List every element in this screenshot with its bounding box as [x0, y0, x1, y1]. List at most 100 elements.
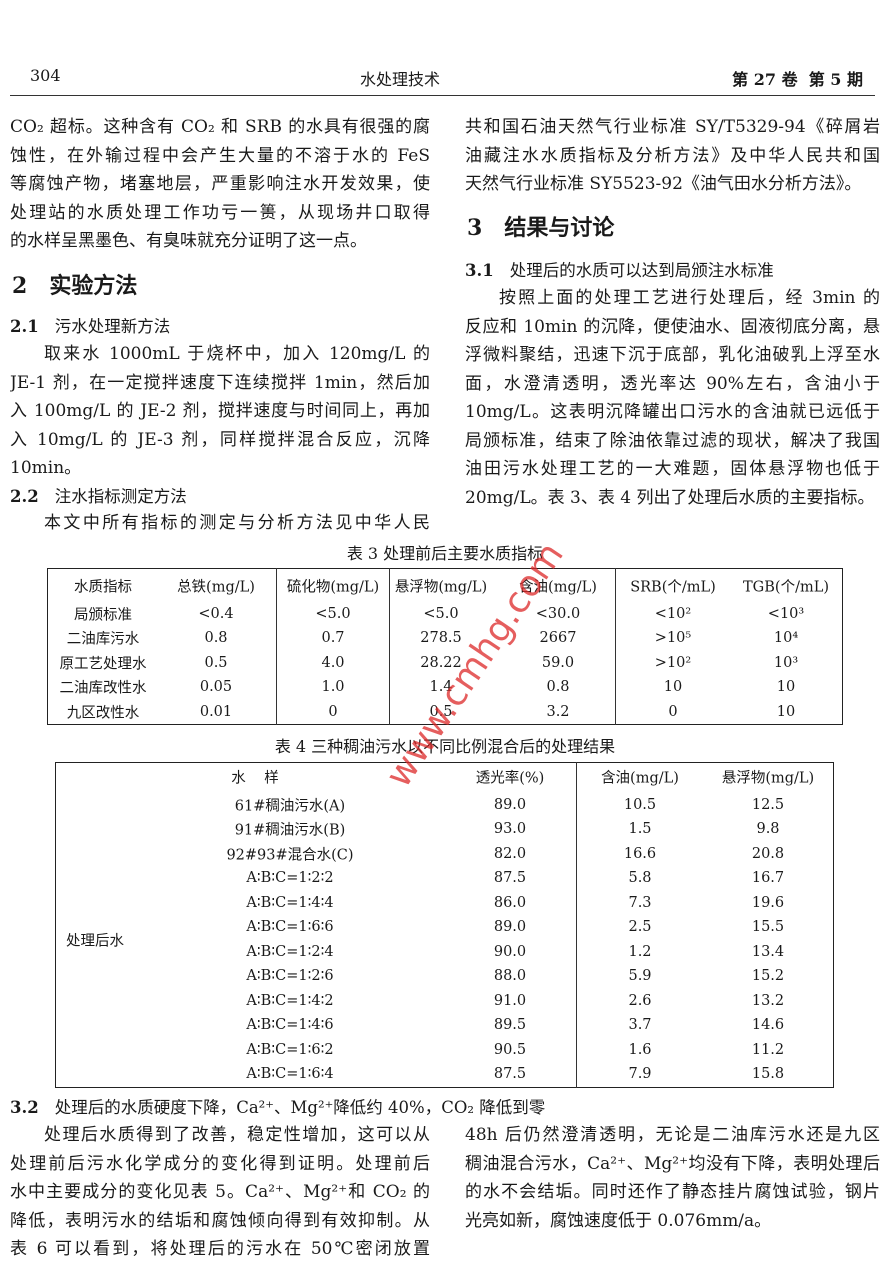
- table-cell: 15.8: [751, 1065, 785, 1082]
- paragraph: 处理后水质得到了改善，稳定性增加，这可以从处理前后污水化学成分的变化得到证明。处…: [10, 1121, 430, 1264]
- text-line: 油田污水处理工艺的一大难题，固体悬浮物也低于: [465, 459, 880, 479]
- table-rule: [389, 568, 390, 725]
- table-cell: 3.2: [546, 704, 570, 720]
- table-rule: [276, 568, 277, 725]
- paragraph: 共和国石油天然气行业标准 SY/T5329-94《碎屑岩 油藏注水水质指标及分析方…: [465, 113, 880, 199]
- row-header: A∶B∶C=1∶2∶4: [246, 943, 334, 960]
- table-cell: >10⁵: [654, 630, 692, 646]
- text-line: JE-1 剂，在一定搅拌速度下连续搅拌 1min，然后加: [10, 372, 430, 393]
- row-header: 二油库改性水: [59, 680, 147, 697]
- text-line: 的水不会结垢。同时还作了静态挂片腐蚀试验，钢片: [465, 1182, 880, 1202]
- subsection-number: 3.2: [10, 1098, 39, 1117]
- paragraph: 取来水 1000mL 于烧杯中，加入 120mg/L 的 JE-1 剂，在一定搅拌…: [10, 340, 430, 483]
- subsection-number: 2.1: [10, 317, 39, 336]
- table-cell: 15.2: [751, 968, 785, 985]
- table-cell: 13.2: [751, 992, 785, 1009]
- paragraph: 按照上面的处理工艺进行处理后，经 3min 的反应和 10min 的沉降，便使油…: [465, 284, 880, 512]
- column-header: TGB(个/mL): [743, 579, 829, 596]
- table-cell: 89.0: [493, 797, 527, 813]
- text-line: 入 100mg/L 的 JE-2 剂，搅拌速度与时间同上，再加: [10, 401, 430, 421]
- table-cell: 10.5: [623, 797, 657, 813]
- subsection-title: 处理后的水质硬度下降，Ca²⁺、Mg²⁺降低约 40%，CO₂ 降低到零: [54, 1098, 546, 1117]
- table-cell: 1.0: [321, 679, 345, 695]
- row-header: 九区改性水: [66, 705, 140, 722]
- text-line: 处理后水质得到了改善，稳定性增加，这可以从: [44, 1125, 430, 1145]
- text-line: 入 10mg/L 的 JE-3 剂，同样搅拌混合反应，沉降: [10, 429, 430, 450]
- table-cell: 4.0: [321, 655, 345, 671]
- subsection-number: 2.2: [10, 487, 39, 506]
- column-header: 硫化物(mg/L): [286, 579, 380, 596]
- table-cell: 7.9: [628, 1065, 652, 1082]
- table-cell: 0.8: [204, 630, 228, 646]
- table-cell: 86.0: [493, 894, 527, 911]
- text-line: CO₂ 超标。这种含有 CO₂ 和 SRB 的水具有很强的腐: [10, 117, 430, 137]
- row-header: A∶B∶C=1∶6∶4: [246, 1065, 334, 1082]
- table-cell: <10³: [767, 606, 805, 622]
- row-header: A∶B∶C=1∶4∶4: [246, 894, 334, 911]
- row-header: A∶B∶C=1∶6∶6: [246, 919, 334, 936]
- text-line: 10mg/L。这表明沉降罐出口污水的含油就已远低于: [465, 402, 880, 422]
- table-cell: 90.5: [493, 1041, 527, 1058]
- text-line: 本文中所有指标的测定与分析方法见中华人民: [44, 513, 430, 533]
- table-cell: 13.4: [751, 943, 785, 960]
- table-cell: 16.6: [623, 845, 657, 862]
- table-cell: 10³: [773, 655, 799, 671]
- issue: 第 27 卷 第 5 期: [732, 70, 863, 89]
- table-cell: 7.3: [628, 894, 652, 911]
- table-cell: 0.01: [199, 704, 233, 720]
- table-cell: <10²: [654, 606, 692, 622]
- row-header: 61#稠油污水(A): [234, 798, 346, 815]
- table-cell: 1.2: [628, 943, 652, 960]
- section-number: 2: [12, 273, 28, 299]
- text-line: 水中主要成分的变化见表 5。Ca²⁺、Mg²⁺和 CO₂ 的: [10, 1182, 430, 1202]
- paragraph: 本文中所有指标的测定与分析方法见中华人民: [10, 509, 430, 538]
- table-cell: 0.7: [321, 630, 345, 646]
- table-cell: 59.0: [541, 655, 575, 671]
- subsection-heading: 3.1 处理后的水质可以达到局颁注水标准: [465, 257, 774, 281]
- table-cell: <5.0: [315, 606, 351, 622]
- text-line: 处理站的水质处理工作功亏一篑，从现场井口取得: [10, 202, 430, 223]
- table-cell: 3.7: [628, 1017, 652, 1034]
- row-header: A∶B∶C=1∶4∶2: [246, 992, 334, 1009]
- table-rule: [615, 568, 616, 725]
- column-header: 含油(mg/L): [601, 770, 679, 787]
- subsection-heading: 2.1 污水处理新方法: [10, 313, 170, 337]
- column-header: 悬浮物(mg/L): [721, 770, 815, 787]
- table-cell: 278.5: [420, 630, 462, 646]
- row-header: 二油库污水: [66, 631, 140, 648]
- table-cell: 5.8: [628, 870, 652, 887]
- table-cell: 14.6: [751, 1017, 785, 1034]
- text-line: 48h 后仍然澄清透明，无论是二油库污水还是九区: [465, 1125, 880, 1145]
- table-cell: 10: [776, 679, 796, 695]
- table-cell: 16.7: [751, 870, 785, 887]
- subsection-number: 3.1: [465, 261, 494, 280]
- table-cell: 87.5: [493, 1065, 527, 1082]
- column-header: 悬浮物(mg/L): [394, 579, 488, 596]
- text-line: 按照上面的处理工艺进行处理后，经 3min 的: [499, 288, 880, 308]
- text-line: 面，水澄清透明，透光率达 90%左右，含油小于: [465, 373, 880, 394]
- table-cell: 10: [776, 704, 796, 720]
- text-line: 天然气行业标准 SY5523-92《油气田水分析方法》。: [465, 174, 862, 194]
- text-line: 表 6 可以看到，将处理后的污水在 50℃密闭放置: [10, 1239, 430, 1259]
- table-cell: 2.5: [628, 919, 652, 936]
- text-line: 处理前后污水化学成分的变化得到证明。处理前后: [10, 1153, 430, 1174]
- table-cell: 0.05: [199, 679, 233, 695]
- table-cell: >10²: [654, 655, 692, 671]
- row-header: A∶B∶C=1∶2∶2: [246, 870, 334, 887]
- page-number: 304: [30, 66, 61, 85]
- section-title: 实验方法: [49, 273, 138, 299]
- text-line: 蚀性，在外输过程中会产生大量的不溶于水的 FeS: [10, 145, 430, 166]
- text-line: 10min。: [10, 458, 82, 478]
- column-header: SRB(个/mL): [630, 579, 716, 596]
- table-cell: 88.0: [493, 968, 527, 985]
- column-header: 水 样: [231, 770, 279, 787]
- table-cell: 0.8: [546, 679, 570, 695]
- table-cell: 1.6: [628, 1041, 652, 1058]
- table-cell: 1.4: [429, 679, 453, 695]
- table-caption: 表 4 三种稠油污水以不同比例混合后的处理结果: [274, 737, 616, 756]
- row-header: 原工艺处理水: [59, 656, 147, 673]
- table-cell: 90.0: [493, 943, 527, 960]
- subsection-title: 处理后的水质可以达到局颁注水标准: [509, 261, 774, 280]
- table-cell: 9.8: [756, 821, 780, 838]
